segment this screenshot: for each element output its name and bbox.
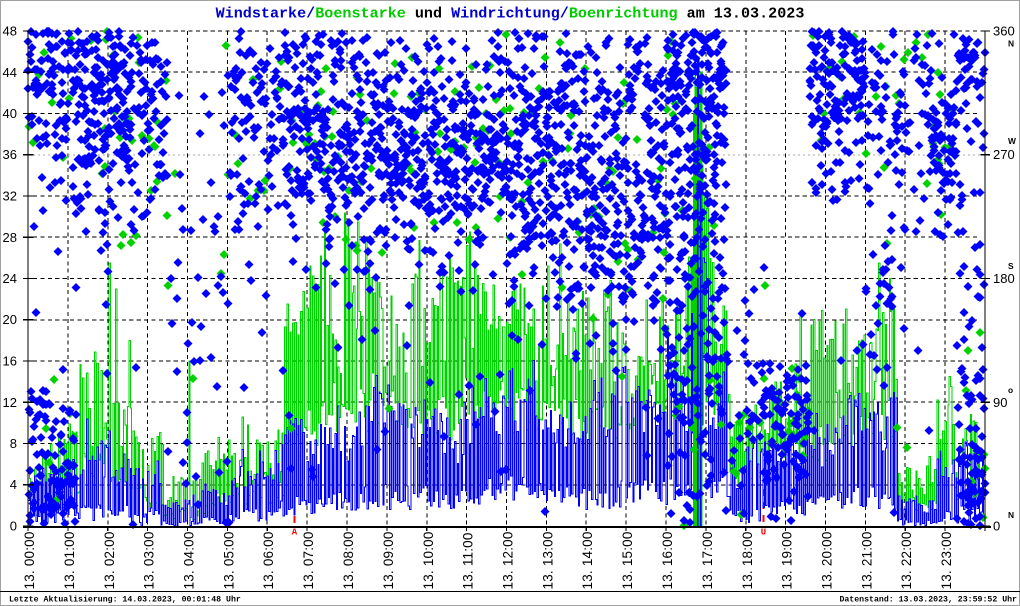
svg-text:13. 10:00: 13. 10:00 — [421, 531, 436, 589]
svg-text:0: 0 — [10, 519, 17, 534]
svg-text:13. 18:00: 13. 18:00 — [740, 531, 755, 589]
svg-text:270: 270 — [993, 147, 1015, 162]
svg-text:0: 0 — [993, 519, 1000, 534]
svg-text:13. 01:00: 13. 01:00 — [62, 531, 77, 589]
svg-text:13. 20:00: 13. 20:00 — [820, 531, 835, 589]
svg-text:N: N — [1008, 510, 1014, 520]
svg-text:13. 04:00: 13. 04:00 — [182, 531, 197, 589]
svg-text:32: 32 — [3, 189, 17, 204]
svg-text:13. 06:00: 13. 06:00 — [261, 531, 276, 589]
svg-text:13. 15:00: 13. 15:00 — [620, 531, 635, 589]
svg-text:360: 360 — [993, 24, 1015, 39]
svg-text:13. 21:00: 13. 21:00 — [859, 531, 874, 589]
svg-text:13. 13:00: 13. 13:00 — [540, 531, 555, 589]
svg-text:36: 36 — [3, 147, 17, 162]
svg-text:W: W — [1008, 136, 1016, 146]
svg-text:13. 22:00: 13. 22:00 — [899, 531, 914, 589]
svg-text:13. 12:00: 13. 12:00 — [501, 531, 516, 589]
svg-text:13. 03:00: 13. 03:00 — [142, 531, 157, 589]
svg-text:13. 16:00: 13. 16:00 — [660, 531, 675, 589]
svg-text:44: 44 — [3, 65, 17, 80]
svg-text:16: 16 — [3, 354, 17, 369]
svg-text:90: 90 — [993, 395, 1007, 410]
svg-text:12: 12 — [3, 395, 17, 410]
svg-text:180: 180 — [993, 271, 1015, 286]
svg-text:8: 8 — [10, 436, 17, 451]
svg-text:o: o — [1008, 385, 1013, 395]
svg-text:Datenstand: 13.03.2023, 23:59:: Datenstand: 13.03.2023, 23:59:52 Uhr — [839, 595, 1017, 605]
svg-text:13. 14:00: 13. 14:00 — [580, 531, 595, 589]
svg-text:13. 07:00: 13. 07:00 — [301, 531, 316, 589]
svg-text:48: 48 — [3, 24, 17, 39]
svg-text:N: N — [1008, 39, 1014, 49]
svg-text:13. 11:00: 13. 11:00 — [461, 532, 476, 589]
svg-text:28: 28 — [3, 230, 17, 245]
svg-text:13. 08:00: 13. 08:00 — [341, 531, 356, 589]
svg-text:Windstarke/Boenstarke und Wind: Windstarke/Boenstarke und Windrichtung/B… — [216, 5, 805, 23]
svg-text:13. 00:00: 13. 00:00 — [22, 531, 37, 589]
svg-text:U: U — [761, 528, 766, 538]
svg-text:13. 02:00: 13. 02:00 — [102, 531, 117, 589]
svg-text:13. 19:00: 13. 19:00 — [780, 531, 795, 589]
svg-text:4: 4 — [10, 477, 17, 492]
svg-text:13. 05:00: 13. 05:00 — [221, 531, 236, 589]
svg-text:40: 40 — [3, 106, 17, 121]
svg-text:A: A — [292, 528, 298, 538]
svg-text:Letzte Aktualisierung: 14.03.2: Letzte Aktualisierung: 14.03.2023, 00:01… — [9, 595, 241, 605]
svg-text:13. 23:00: 13. 23:00 — [939, 531, 954, 589]
svg-text:24: 24 — [3, 271, 17, 286]
svg-text:13. 09:00: 13. 09:00 — [381, 531, 396, 589]
svg-text:S: S — [1008, 261, 1014, 271]
svg-text:13. 17:00: 13. 17:00 — [700, 531, 715, 589]
svg-text:20: 20 — [3, 312, 17, 327]
